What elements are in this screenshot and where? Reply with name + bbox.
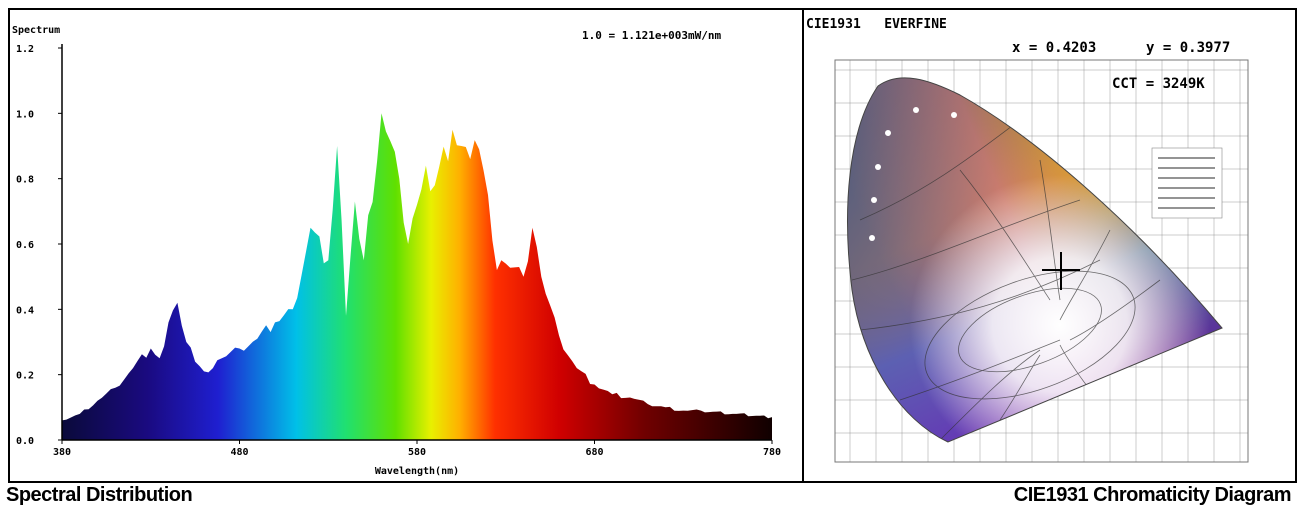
source-legend-box (1151, 147, 1223, 219)
x-tick-label: 780 (763, 447, 781, 458)
y-tick-label: 0.0 (16, 436, 34, 447)
spectrum-axes: 0.0 0.2 0.4 0.6 0.8 1.0 1.2 380 480 580 680 780 (16, 44, 781, 458)
cie-plot-frame (834, 59, 1249, 463)
y-tick-label: 0.6 (16, 240, 34, 251)
y-tick-label: 1.0 (16, 109, 34, 120)
x-axis-label: Wavelength(nm) (375, 466, 459, 477)
x-tick-label: 380 (53, 447, 71, 458)
y-tick-label: 0.4 (16, 305, 34, 316)
spectral-locus (847, 77, 1223, 443)
wavelength-markers (869, 107, 957, 241)
cct-value: CCT = 3249K (1112, 76, 1205, 92)
x-tick-label: 480 (230, 447, 248, 458)
spectrum-area (62, 113, 772, 441)
chromaticity-point-marker (1042, 252, 1080, 290)
y-tick-label: 0.2 (16, 371, 34, 382)
panel-divider (802, 8, 804, 483)
x-coordinate-value: x = 0.4203 (1012, 40, 1096, 56)
x-tick-label: 580 (408, 447, 426, 458)
x-tick-label: 680 (585, 447, 603, 458)
normalization-annotation: 1.0 = 1.121e+003mW/nm (582, 29, 721, 42)
spectral-caption: Spectral Distribution (6, 484, 193, 506)
y-coordinate-value: y = 0.3977 (1146, 40, 1230, 56)
cie-title: CIE1931 EVERFINE (806, 17, 947, 32)
y-tick-label: 1.2 (16, 44, 34, 55)
y-axis-label: Spectrum (12, 25, 60, 36)
figure-frame (8, 8, 1297, 483)
cie-caption: CIE1931 Chromaticity Diagram (1013, 484, 1292, 506)
y-tick-label: 0.8 (16, 175, 34, 186)
